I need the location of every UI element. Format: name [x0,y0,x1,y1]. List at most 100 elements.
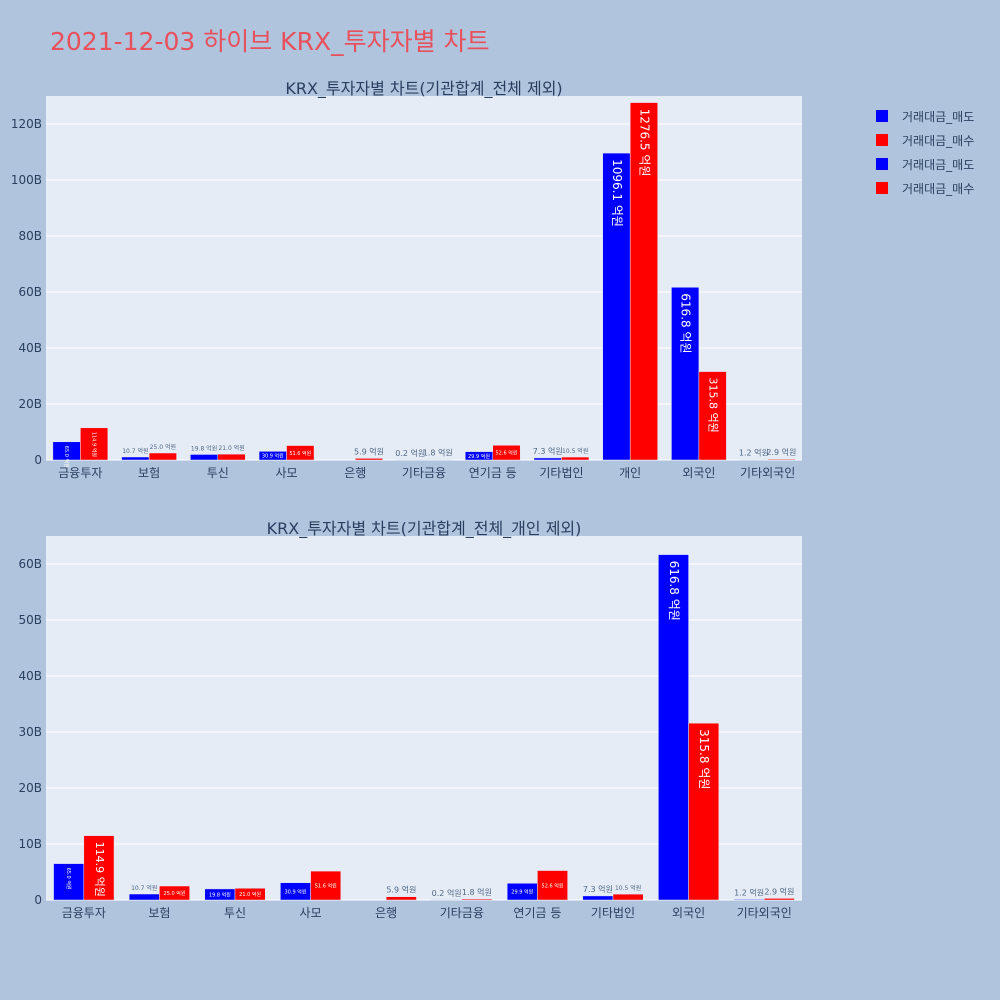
legend-item-sell[interactable]: 거래대금_매도 [870,104,974,128]
y-tick-label: 0 [34,893,42,907]
y-tick-label: 0 [34,453,42,467]
data-label: 1.8 억원 [462,887,492,897]
bar-buy [767,458,796,461]
bar-sell [121,456,150,461]
x-tick-label: 은행 [344,465,366,480]
bar-buy [159,885,190,901]
legend: 거래대금_매도 거래대금_매수 거래대금_매도 거래대금_매수 [870,104,974,200]
bar-buy [423,459,452,461]
legend-swatch-buy [876,134,888,146]
data-label: 0.2 억원 [432,888,462,898]
bar-buy [688,722,720,901]
legend-label: 거래대금_매도 [902,157,975,172]
data-label: 52.6 억원 [542,882,564,889]
y-tick-label: 10B [18,837,42,851]
data-label: 25.0 억원 [150,443,176,451]
data-label: 2.9 억원 [764,886,794,896]
bar-buy [629,102,658,461]
bar-sell [128,893,160,901]
data-label: 25.0 억원 [164,890,186,897]
bar-sell [733,899,765,901]
x-tick-label: 금융투자 [62,906,106,920]
bar-buy [234,887,266,901]
bar-buy [537,870,568,901]
x-tick-label: 외국인 [672,906,705,920]
bar-buy [698,371,727,461]
legend-swatch-sell [876,158,888,170]
bar-buy [763,898,795,901]
y-tick-label: 30B [18,725,42,739]
data-label: 5.9 억원 [354,446,384,456]
x-tick-label: 투신 [207,466,229,480]
x-tick-label: 보험 [138,466,160,480]
y-tick-label: 40B [18,341,42,355]
x-tick-label: 개인 [619,466,641,480]
x-tick-label: 사모 [300,906,322,920]
bar-buy [385,896,417,901]
data-label: 10.5 억원 [615,884,641,892]
x-tick-label: 사모 [275,466,297,480]
data-label: 5.9 억원 [386,885,416,895]
data-label: 1096.1 억원 [610,159,624,227]
y-tick-label: 100B [11,173,42,187]
legend-item-buy[interactable]: 거래대금_매수 [870,176,974,200]
data-label: 2.9 억원 [766,447,796,457]
x-tick-label: 투신 [224,906,246,920]
bar-buy [612,893,644,901]
y-tick-label: 120B [11,117,42,131]
x-tick-label: 연기금 등 [513,906,561,920]
page-title: 2021-12-03 하이브 KRX_투자자별 차트 [50,27,490,56]
bar-buy [148,452,177,461]
data-label: 10.7 억원 [122,447,148,455]
data-label: 51.6 억원 [289,450,311,457]
bar-buy [80,427,109,461]
chart-title: KRX_투자자별 차트(기관합계_전체 제외) [285,79,562,99]
data-label: 29.9 억원 [468,453,490,460]
legend-swatch-buy [876,182,888,194]
data-label: 114.9 억원 [91,432,98,458]
legend-item-sell[interactable]: 거래대금_매도 [870,152,974,176]
x-tick-label: 외국인 [682,466,715,480]
data-label: 0.2 억원 [395,448,425,458]
bar-buy [83,835,115,901]
bar-sell [533,457,562,461]
y-tick-label: 80B [18,229,42,243]
x-tick-label: 기타법인 [591,906,635,920]
bar-buy [217,453,246,461]
data-label: 19.8 억원 [209,891,231,898]
data-label: 10.5 억원 [562,447,588,455]
data-label: 1.2 억원 [734,887,764,897]
legend-label: 거래대금_매도 [902,109,975,124]
data-label: 30.9 억원 [285,888,307,895]
data-label: 65.0 억원 [63,446,70,468]
bar-sell [602,152,631,461]
x-tick-label: 보험 [148,906,170,920]
x-tick-label: 기타외국인 [737,906,792,920]
y-tick-label: 60B [18,285,42,299]
data-label: 1.2 억원 [739,448,769,458]
data-label: 21.0 억원 [239,891,261,898]
data-label: 616.8 억원 [667,561,681,621]
data-label: 7.3 억원 [533,446,563,456]
bar-buy [355,458,384,461]
bar-sell [582,895,614,901]
bar-sell [671,287,700,461]
data-label: 1276.5 억원 [637,109,651,177]
data-label: 21.0 억원 [218,444,244,452]
bar-buy [461,898,493,901]
x-tick-label: 연기금 등 [469,466,517,480]
x-tick-label: 금융투자 [58,466,102,480]
data-label: 19.8 억원 [191,444,217,452]
x-tick-label: 기타금융 [440,906,484,920]
data-label: 65.0 억원 [65,868,72,890]
x-tick-label: 기타법인 [539,466,583,480]
x-tick-label: 기타금융 [402,466,446,480]
legend-swatch-sell [876,110,888,122]
bar-buy [310,870,342,901]
legend-item-buy[interactable]: 거래대금_매수 [870,128,974,152]
bar-buy [492,445,521,461]
x-tick-label: 은행 [375,905,397,920]
data-label: 30.9 억원 [262,453,284,460]
y-tick-label: 50B [18,613,42,627]
y-tick-label: 60B [18,557,42,571]
